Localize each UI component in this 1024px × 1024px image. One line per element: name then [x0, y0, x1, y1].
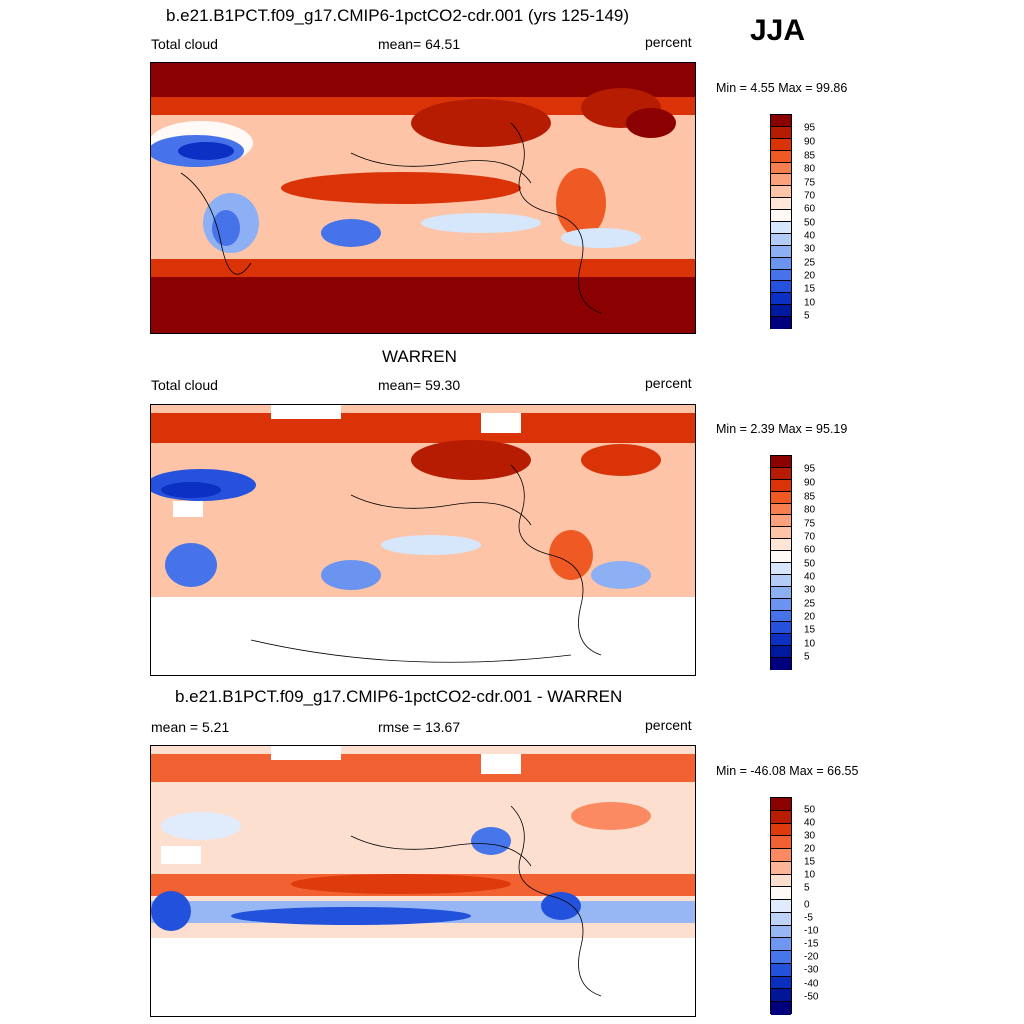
- colorbar-label: 75: [804, 177, 816, 189]
- colorbar-label: 30: [804, 830, 816, 842]
- colorbar-label: 30: [804, 243, 816, 255]
- colorbar-label: 95: [804, 122, 816, 134]
- colorbar-label: 75: [804, 518, 816, 530]
- colorbar-label: -5: [804, 912, 813, 924]
- colorbar-label: -40: [804, 978, 819, 990]
- colorbar-label: 10: [804, 638, 816, 650]
- panel-3-mean-label: mean = 5.21: [151, 719, 230, 735]
- colorbar-label: 50: [804, 558, 816, 570]
- panel-1-title: b.e21.B1PCT.f09_g17.CMIP6-1pctCO2-cdr.00…: [166, 6, 630, 25]
- colorbar-label: 15: [804, 856, 816, 868]
- colorbar-label: -15: [804, 938, 819, 950]
- panel-2-contour-field: [151, 405, 695, 675]
- colorbar-label: 85: [804, 150, 816, 162]
- panel-2-min-max: Min = 2.39 Max = 95.19: [716, 422, 848, 436]
- colorbar-label: 70: [804, 190, 816, 202]
- season-label: JJA: [750, 14, 806, 47]
- panel-3-title: b.e21.B1PCT.f09_g17.CMIP6-1pctCO2-cdr.00…: [175, 687, 623, 706]
- colorbar-label: 50: [804, 217, 816, 229]
- colorbar-label: 50: [804, 804, 816, 816]
- panel-2-variable-label: Total cloud: [151, 377, 218, 393]
- panel-1-colorbar: [770, 114, 792, 330]
- colorbar-label: 90: [804, 477, 816, 489]
- panel-2-map: [150, 404, 696, 676]
- panel-2-colorbar: [770, 455, 792, 671]
- colorbar-label: -30: [804, 964, 819, 976]
- colorbar-label: 70: [804, 531, 816, 543]
- colorbar-label: 80: [804, 163, 816, 175]
- colorbar-label: 25: [804, 257, 816, 269]
- colorbar-label: 20: [804, 843, 816, 855]
- colorbar-label: 0: [804, 899, 810, 911]
- colorbar-label: 95: [804, 463, 816, 475]
- colorbar-label: 40: [804, 817, 816, 829]
- panel-1-units-label: percent: [645, 34, 692, 50]
- panel-3-rmse-label: rmse = 13.67: [378, 719, 461, 735]
- colorbar-label: 5: [804, 310, 810, 322]
- colorbar-label: 80: [804, 504, 816, 516]
- colorbar-label: 40: [804, 571, 816, 583]
- panel-2-title: WARREN: [382, 347, 457, 366]
- colorbar-label: 90: [804, 136, 816, 148]
- colorbar-label: 85: [804, 491, 816, 503]
- panel-2-units-label: percent: [645, 375, 692, 391]
- colorbar-label: 15: [804, 624, 816, 636]
- colorbar-label: 25: [804, 598, 816, 610]
- colorbar-label: 40: [804, 230, 816, 242]
- panel-2-mean-label: mean= 59.30: [378, 377, 461, 393]
- panel-3-map: [150, 745, 696, 1017]
- colorbar-label: -10: [804, 925, 819, 937]
- colorbar-label: 60: [804, 544, 816, 556]
- panel-1-min-max: Min = 4.55 Max = 99.86: [716, 81, 848, 95]
- panel-3-min-max: Min = -46.08 Max = 66.55: [716, 764, 859, 778]
- panel-1-map: [150, 62, 696, 334]
- colorbar-label: 5: [804, 882, 810, 894]
- panel-1-contour-field: [151, 63, 695, 333]
- colorbar-label: -20: [804, 951, 819, 963]
- panel-1-variable-label: Total cloud: [151, 36, 218, 52]
- colorbar-label: 15: [804, 283, 816, 295]
- colorbar-label: -50: [804, 991, 819, 1003]
- panel-3-difference-field: [151, 746, 695, 1016]
- panel-3-colorbar: [770, 797, 792, 1015]
- colorbar-label: 5: [804, 651, 810, 663]
- panel-1-mean-label: mean= 64.51: [378, 36, 461, 52]
- colorbar-label: 20: [804, 270, 816, 282]
- colorbar-label: 30: [804, 584, 816, 596]
- colorbar-label: 10: [804, 869, 816, 881]
- colorbar-label: 60: [804, 203, 816, 215]
- colorbar-label: 20: [804, 611, 816, 623]
- panel-3-units-label: percent: [645, 717, 692, 733]
- colorbar-label: 10: [804, 297, 816, 309]
